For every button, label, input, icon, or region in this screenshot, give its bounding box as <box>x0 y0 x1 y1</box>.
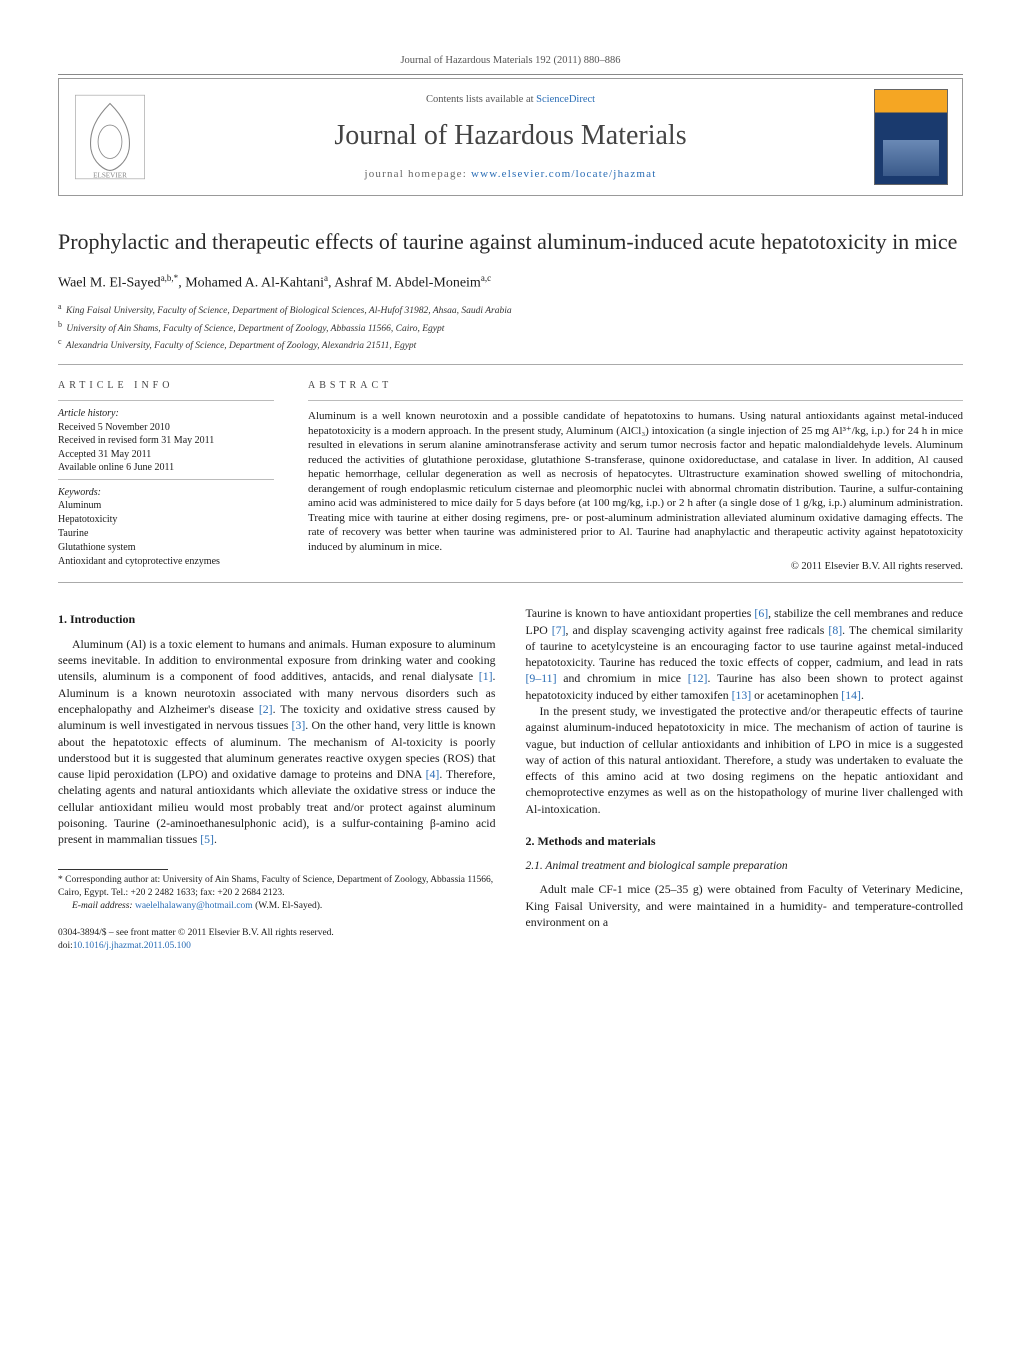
citation-link[interactable]: [5] <box>200 832 214 846</box>
intro-paragraph-cont: Taurine is known to have antioxidant pro… <box>526 605 964 703</box>
bottom-meta: 0304-3894/$ – see front matter © 2011 El… <box>58 927 496 953</box>
citation-link[interactable]: [7] <box>552 623 566 637</box>
front-matter-line: 0304-3894/$ – see front matter © 2011 El… <box>58 927 496 940</box>
article-info-column: article info Article history: Received 5… <box>58 379 274 575</box>
contents-available-line: Contents lists available at ScienceDirec… <box>147 93 874 107</box>
section-2-1-heading: 2.1. Animal treatment and biological sam… <box>526 859 964 875</box>
contents-prefix: Contents lists available at <box>426 94 536 105</box>
keyword: Hepatotoxicity <box>58 513 274 527</box>
body-columns: 1. Introduction Aluminum (Al) is a toxic… <box>58 605 963 952</box>
section-1-heading: 1. Introduction <box>58 611 496 628</box>
svg-text:ELSEVIER: ELSEVIER <box>93 172 127 180</box>
homepage-link[interactable]: www.elsevier.com/locate/jhazmat <box>471 168 657 180</box>
abstract-copyright: © 2011 Elsevier B.V. All rights reserved… <box>308 560 963 574</box>
citation-link[interactable]: [13] <box>732 688 752 702</box>
right-column: Taurine is known to have antioxidant pro… <box>526 605 964 952</box>
article-title: Prophylactic and therapeutic effects of … <box>58 228 963 256</box>
keyword: Antioxidant and cytoprotective enzymes <box>58 555 274 569</box>
keyword: Aluminum <box>58 499 274 513</box>
sciencedirect-link[interactable]: ScienceDirect <box>536 94 595 105</box>
article-info-heading: article info <box>58 379 274 393</box>
intro-paragraph-2: In the present study, we investigated th… <box>526 703 964 817</box>
citation-link[interactable]: [2] <box>259 702 273 716</box>
methods-paragraph-1: Adult male CF-1 mice (25–35 g) were obta… <box>526 881 964 930</box>
affiliation-line: c Alexandria University, Faculty of Scie… <box>58 336 963 353</box>
citation-link[interactable]: [9–11] <box>526 671 557 685</box>
doi-link[interactable]: 10.1016/j.jhazmat.2011.05.100 <box>73 941 191 951</box>
rule-below-abstract <box>58 582 963 583</box>
history-line: Accepted 31 May 2011 <box>58 448 274 462</box>
homepage-prefix: journal homepage: <box>364 168 471 180</box>
corresponding-email-link[interactable]: waelelhalawany@hotmail.com <box>135 901 253 911</box>
citation-link[interactable]: [3] <box>292 718 306 732</box>
citation-link[interactable]: [1] <box>479 669 493 683</box>
citation-link[interactable]: [4] <box>426 767 440 781</box>
doi-prefix: doi: <box>58 941 73 951</box>
history-list: Received 5 November 2010Received in revi… <box>58 421 274 475</box>
email-label: E-mail address: <box>72 901 135 911</box>
keywords-label: Keywords: <box>58 486 274 500</box>
abstract-column: abstract Aluminum is a well known neurot… <box>308 379 963 575</box>
corresponding-text: * Corresponding author at: University of… <box>58 874 496 900</box>
journal-header: ELSEVIER Contents lists available at Sci… <box>58 78 963 196</box>
history-label: Article history: <box>58 407 274 421</box>
history-line: Received in revised form 31 May 2011 <box>58 434 274 448</box>
affiliations: a King Faisal University, Faculty of Sci… <box>58 301 963 353</box>
author-list: Wael M. El-Sayeda,b,*, Mohamed A. Al-Kah… <box>58 272 963 294</box>
left-column: 1. Introduction Aluminum (Al) is a toxic… <box>58 605 496 952</box>
corresponding-author-footnote: * Corresponding author at: University of… <box>58 874 496 912</box>
elsevier-logo: ELSEVIER <box>73 94 147 180</box>
email-suffix: (W.M. El-Sayed). <box>253 901 323 911</box>
footnote-rule <box>58 869 168 870</box>
history-line: Available online 6 June 2011 <box>58 461 274 475</box>
section-2-heading: 2. Methods and materials <box>526 833 964 850</box>
citation-link[interactable]: [6] <box>754 606 768 620</box>
keyword: Glutathione system <box>58 541 274 555</box>
homepage-line: journal homepage: www.elsevier.com/locat… <box>147 167 874 182</box>
journal-cover-thumbnail <box>874 89 948 185</box>
history-line: Received 5 November 2010 <box>58 421 274 435</box>
running-header: Journal of Hazardous Materials 192 (2011… <box>58 54 963 68</box>
rule-above-abstract <box>58 364 963 365</box>
keyword-list: AluminumHepatotoxicityTaurineGlutathione… <box>58 499 274 569</box>
rule-top <box>58 74 963 75</box>
affiliation-line: a King Faisal University, Faculty of Sci… <box>58 301 963 318</box>
citation-link[interactable]: [12] <box>688 671 708 685</box>
citation-link[interactable]: [8] <box>828 623 842 637</box>
intro-paragraph-1: Aluminum (Al) is a toxic element to huma… <box>58 636 496 847</box>
citation-link[interactable]: [14] <box>841 688 861 702</box>
journal-name: Journal of Hazardous Materials <box>147 117 874 155</box>
keyword: Taurine <box>58 527 274 541</box>
abstract-heading: abstract <box>308 379 963 393</box>
affiliation-line: b University of Ain Shams, Faculty of Sc… <box>58 319 963 336</box>
abstract-text: Aluminum is a well known neurotoxin and … <box>308 409 963 554</box>
